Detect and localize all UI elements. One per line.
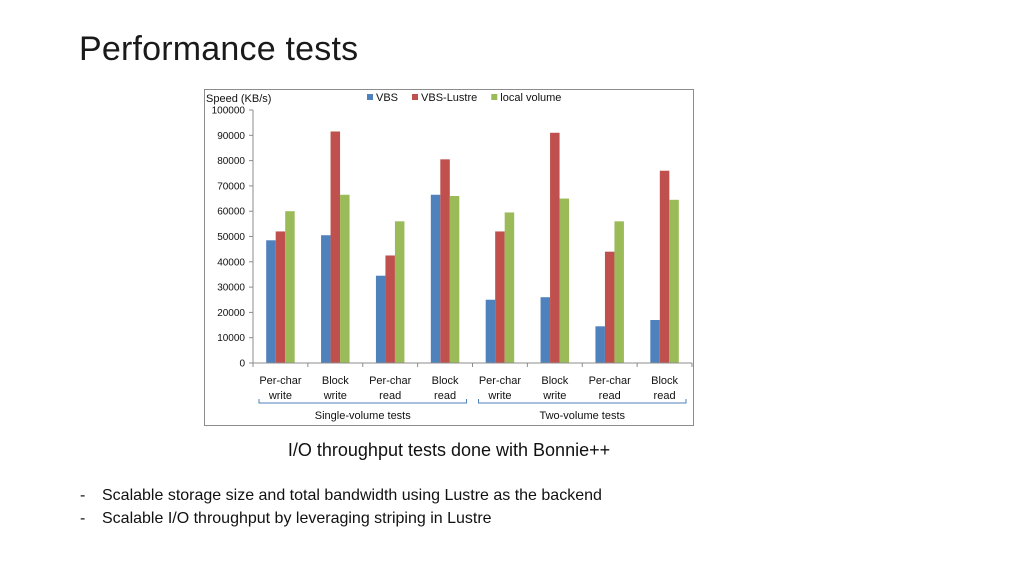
bar [650, 319, 660, 363]
legend-entry: VBS [376, 92, 398, 104]
bar-series [266, 131, 679, 363]
x-tick-label: Block [322, 375, 349, 387]
bar [430, 194, 441, 363]
bullet-text: Scalable I/O throughput by leveraging st… [102, 510, 492, 527]
bar [285, 211, 295, 363]
x-tick-label: write [268, 390, 292, 402]
x-tick-label: Per-char [259, 375, 302, 387]
y-tick-label: 10000 [217, 333, 245, 344]
x-tick-label: Per-char [589, 375, 632, 387]
bar [449, 196, 460, 363]
y-tick-label: 50000 [217, 232, 245, 243]
x-tick-label: Block [541, 375, 568, 387]
x-axis: Per-char write Block write Per-char read Block… [252, 362, 693, 422]
bar [659, 170, 670, 363]
bar [614, 221, 624, 363]
x-tick-label: read [599, 390, 621, 402]
bullet-text: Scalable storage size and total bandwidt… [102, 487, 602, 504]
bar [540, 297, 551, 363]
bar [495, 231, 505, 363]
bar [275, 231, 286, 363]
bullet-item: - Scalable storage size and total bandwid… [80, 484, 602, 507]
y-tick-label: 30000 [217, 283, 245, 294]
bar [440, 159, 450, 363]
x-tick-label: write [542, 390, 566, 402]
y-tick-label: 0 [239, 359, 245, 370]
bar [321, 235, 331, 363]
y-tick-label: 60000 [217, 207, 245, 218]
x-tick-label: Block [432, 375, 459, 387]
legend-entry: VBS-Lustre [421, 92, 477, 104]
bullet-item: - Scalable I/O throughput by leveraging s… [80, 507, 602, 530]
y-tick-label: 80000 [217, 156, 245, 167]
x-tick-label: read [379, 390, 401, 402]
bar [340, 194, 350, 363]
x-tick-label: read [654, 390, 676, 402]
y-tick-label: 90000 [217, 131, 245, 142]
bar [559, 198, 570, 363]
x-tick-label: read [434, 390, 456, 402]
bar [394, 221, 405, 363]
bar [595, 326, 605, 363]
y-axis: 0 10000 20000 30000 40000 50000 60000 70000 8000… [212, 106, 254, 370]
bar [385, 255, 395, 363]
bar [669, 199, 679, 363]
bar [504, 212, 515, 363]
legend-swatch [412, 94, 419, 100]
bullet-list: - Scalable storage size and total bandwid… [80, 484, 602, 530]
y-tick-label: 100000 [212, 106, 246, 117]
bar-chart: Speed (KB/s) VBS VBS-Lustre local volume 0… [204, 89, 694, 426]
x-tick-label: write [323, 390, 347, 402]
bullet-marker: - [80, 487, 86, 504]
x-tick-label: Block [651, 375, 678, 387]
slide-title: Performance tests [79, 30, 359, 68]
bar [485, 299, 496, 363]
chart-legend: VBS VBS-Lustre local volume [367, 92, 561, 104]
group-bracket [258, 399, 467, 404]
group-bracket [478, 399, 687, 404]
legend-swatch [367, 94, 373, 100]
x-tick-label: Per-char [479, 375, 522, 387]
group-label: Two-volume tests [539, 410, 625, 422]
x-tick-label: Per-char [369, 375, 412, 387]
bar [550, 132, 560, 363]
y-tick-label: 40000 [217, 257, 245, 268]
chart-caption: I/O throughput tests done with Bonnie++ [287, 440, 611, 460]
x-tick-label: write [487, 390, 511, 402]
bar [266, 240, 276, 363]
y-tick-label: 70000 [217, 181, 245, 192]
bullet-marker: - [80, 510, 86, 527]
legend-entry: local volume [500, 92, 561, 104]
bar [375, 275, 386, 363]
legend-swatch [491, 94, 498, 100]
bar [330, 131, 341, 363]
y-axis-label: Speed (KB/s) [206, 93, 271, 105]
y-tick-label: 20000 [217, 308, 245, 319]
bar [604, 251, 615, 363]
group-label: Single-volume tests [315, 410, 411, 422]
